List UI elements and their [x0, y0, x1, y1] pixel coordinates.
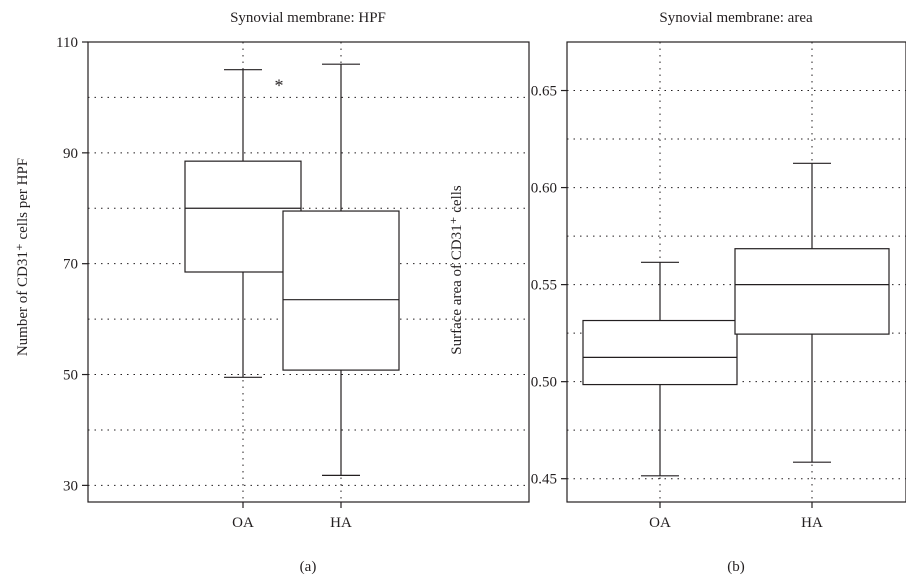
panel-a-ylabel: Number of CD31⁺ cells per HPF — [15, 158, 31, 356]
significance-marker: * — [275, 76, 284, 96]
y-tick-label: 90 — [63, 146, 78, 162]
y-tick-label: 0.60 — [531, 181, 557, 197]
iqr-box — [734, 248, 890, 335]
panel-b-y-ticks: 0.45 0.50 0.55 0.60 0.65 — [531, 84, 567, 488]
y-tick-label: 70 — [63, 257, 78, 273]
panel-a-label: (a) — [300, 559, 317, 575]
box-oa — [184, 69, 302, 378]
panel-a-boxes — [184, 63, 400, 476]
iqr-box — [282, 210, 400, 371]
iqr-box — [184, 160, 302, 273]
panel-b-x-ticks: OA HA — [649, 502, 823, 531]
panel-b-label: (b) — [727, 559, 745, 575]
x-tick-label: HA — [801, 515, 823, 531]
panel-a-x-ticks: OA HA — [232, 502, 352, 531]
y-tick-label: 0.55 — [531, 278, 557, 294]
x-tick-label: OA — [649, 515, 671, 531]
iqr-box — [582, 319, 738, 386]
box-ha — [282, 63, 400, 476]
panel-a-annotations: * — [275, 76, 284, 96]
y-tick-label: 0.50 — [531, 375, 557, 391]
panel-b-ylabel: Surface area of CD31⁺ cells — [449, 185, 465, 355]
panel-b-boxes — [582, 162, 890, 477]
panel-a-y-ticks: 30 50 70 90 110 — [56, 35, 88, 494]
panel-b-plot-frame — [566, 41, 906, 503]
y-tick-label: 110 — [56, 35, 78, 51]
y-tick-label: 0.65 — [531, 84, 557, 100]
x-tick-label: OA — [232, 515, 254, 531]
panel-b-title: Synovial membrane: area — [659, 10, 813, 26]
y-tick-label: 50 — [63, 368, 78, 384]
y-tick-label: 0.45 — [531, 472, 557, 488]
box-ha — [734, 162, 890, 463]
x-tick-label: HA — [330, 515, 352, 531]
panel-a-hpf: Synovial membrane: HPF Number of CD31⁺ c… — [15, 10, 530, 575]
panel-b-area: Synovial membrane: area Surface area of … — [449, 10, 906, 575]
panel-a-plot-frame — [87, 41, 530, 503]
y-tick-label: 30 — [63, 478, 78, 494]
panel-a-title: Synovial membrane: HPF — [230, 10, 386, 26]
box-oa — [582, 261, 738, 477]
